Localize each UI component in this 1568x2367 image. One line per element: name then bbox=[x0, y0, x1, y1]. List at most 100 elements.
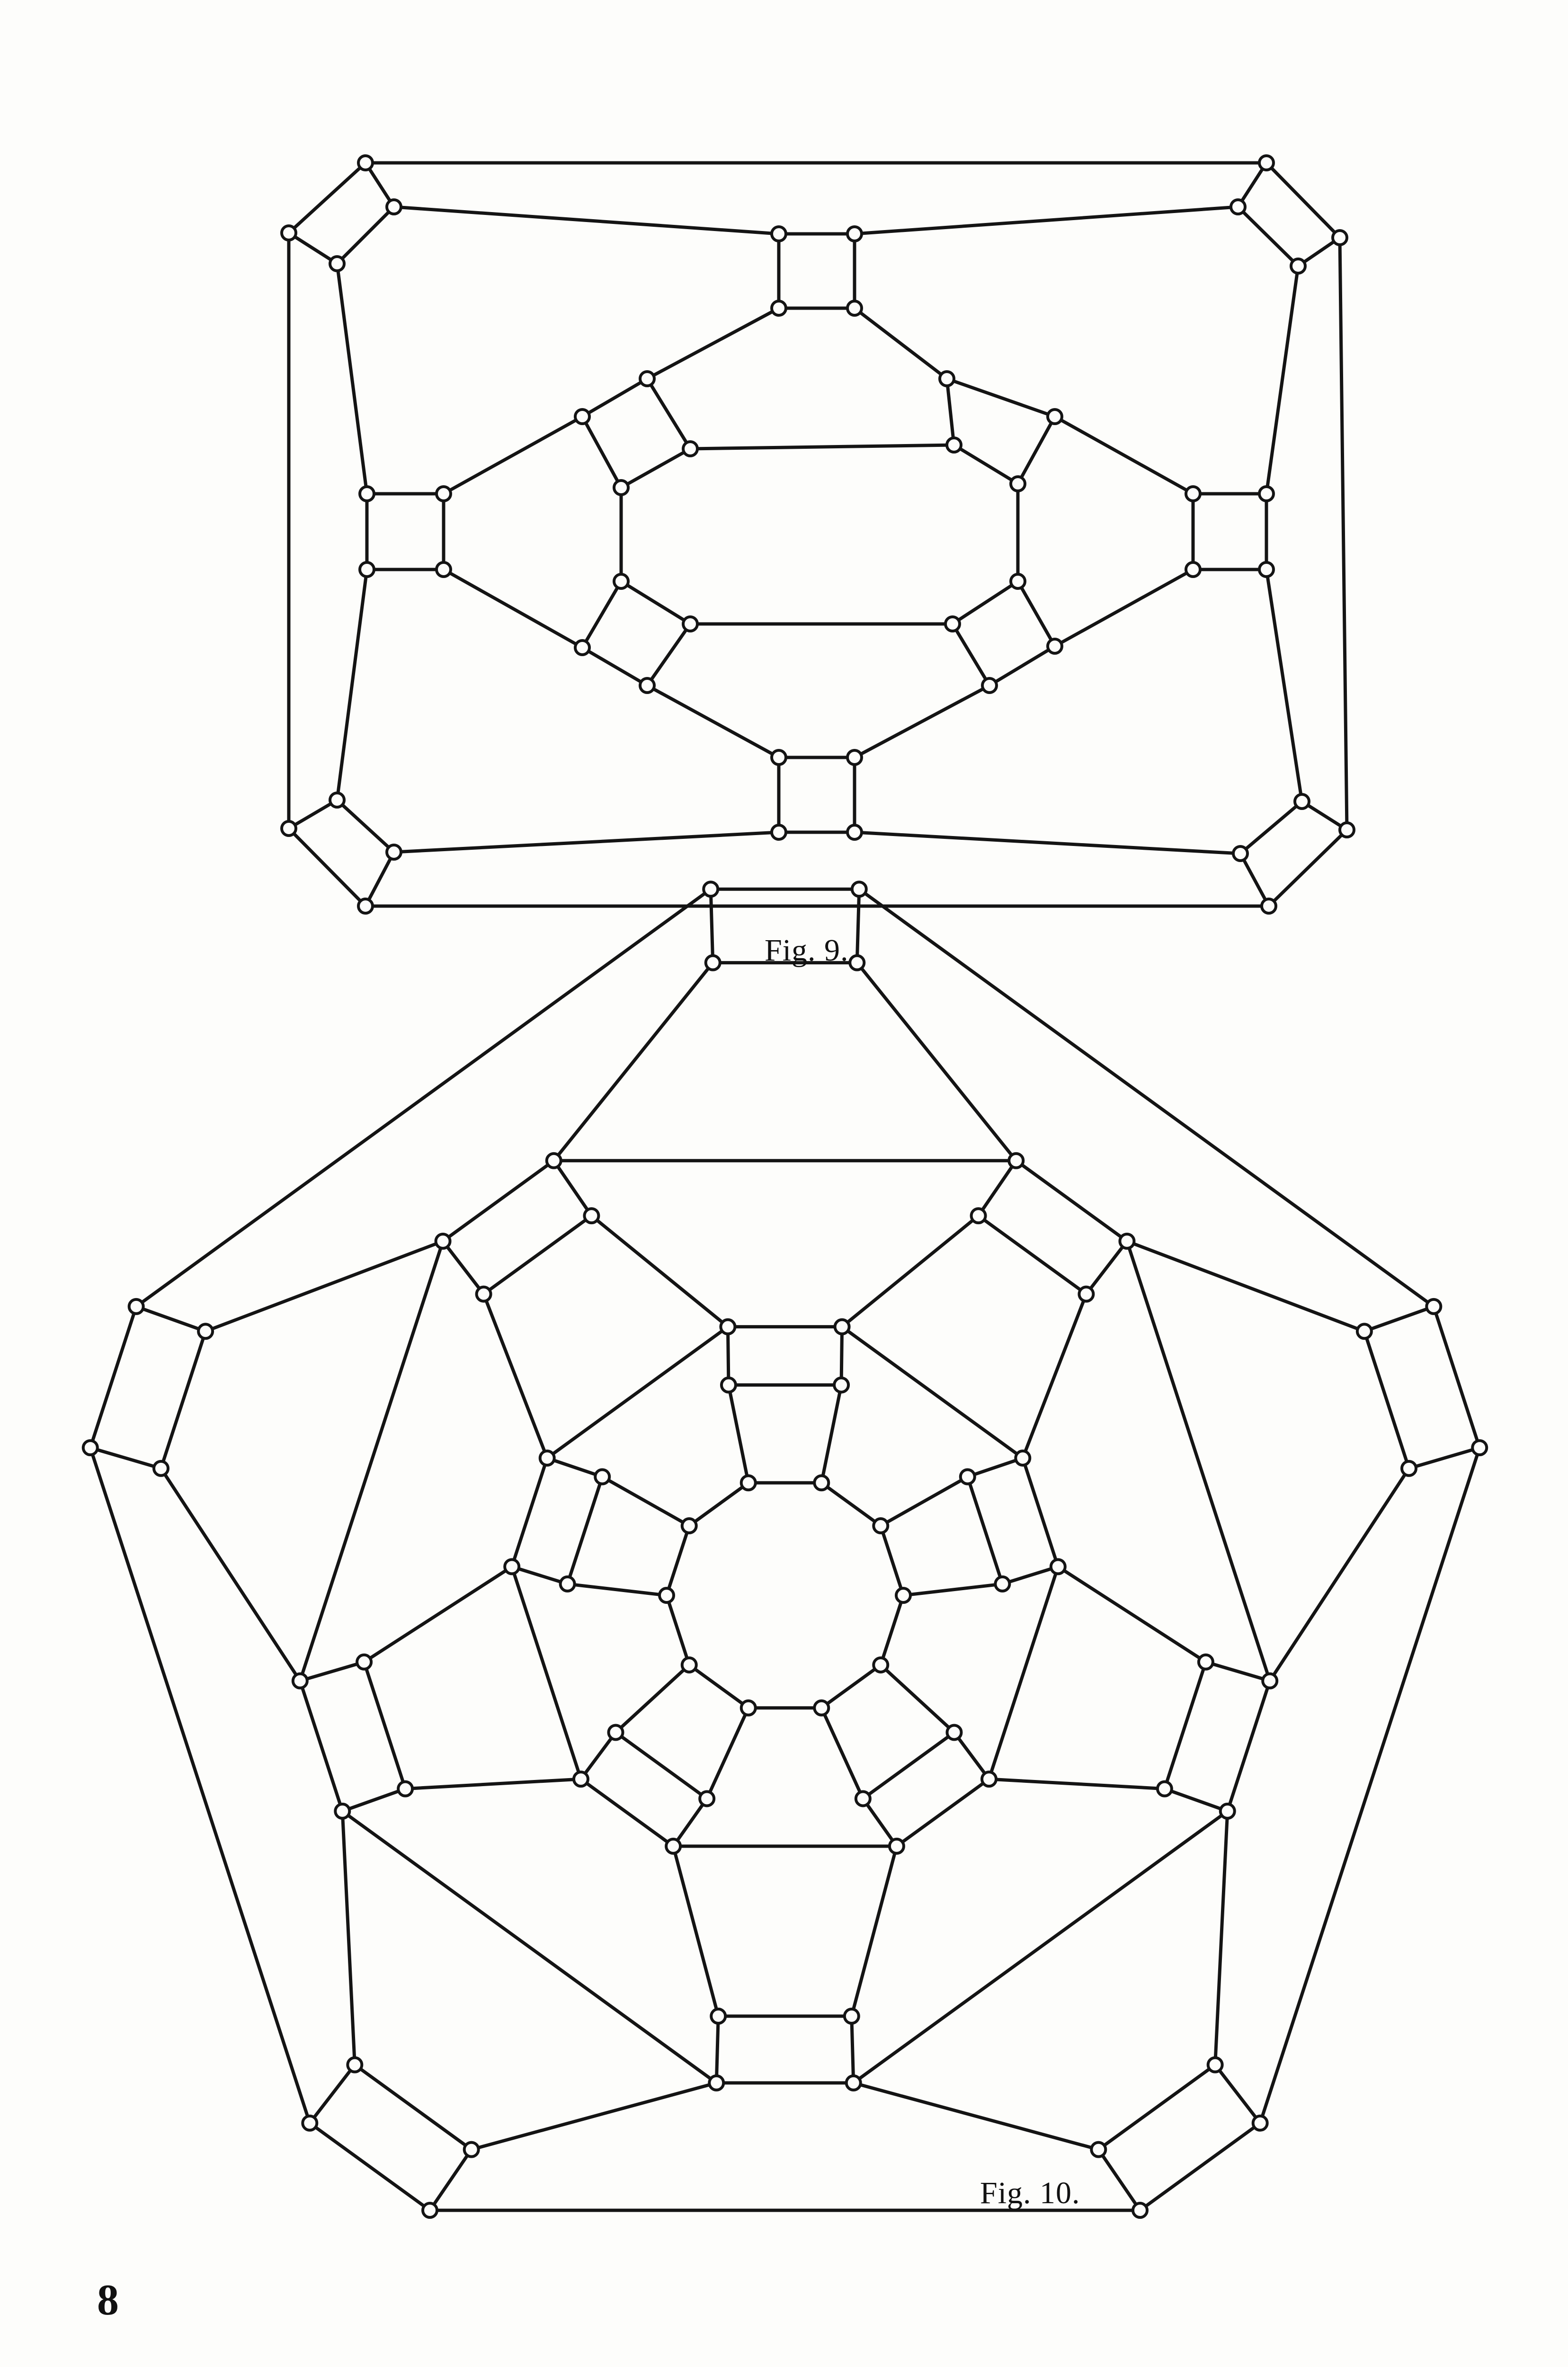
vertex bbox=[872, 1517, 890, 1535]
edge bbox=[552, 1159, 593, 1218]
edge bbox=[204, 1239, 445, 1333]
vertex bbox=[833, 1318, 851, 1335]
vertex bbox=[845, 2074, 862, 2091]
edge bbox=[287, 231, 339, 266]
edge bbox=[579, 1730, 618, 1781]
vertex bbox=[833, 1376, 850, 1394]
edge bbox=[1432, 1305, 1481, 1450]
edge bbox=[298, 1679, 344, 1813]
edge bbox=[335, 798, 396, 854]
edge bbox=[287, 798, 339, 830]
vertex bbox=[613, 479, 630, 496]
vertex bbox=[1471, 1439, 1488, 1457]
edge bbox=[840, 1325, 1025, 1460]
edge bbox=[89, 1305, 138, 1450]
edge bbox=[988, 644, 1057, 687]
vertex bbox=[639, 677, 656, 694]
vertex bbox=[613, 573, 630, 590]
edge bbox=[705, 1706, 750, 1800]
vertex bbox=[574, 639, 591, 656]
edge bbox=[298, 1239, 445, 1683]
vertex bbox=[356, 1653, 373, 1671]
edge bbox=[441, 1159, 556, 1243]
vertex bbox=[346, 2056, 364, 2073]
edge bbox=[1213, 1809, 1229, 2067]
edge bbox=[1016, 415, 1057, 486]
edge bbox=[977, 1214, 1088, 1296]
edge bbox=[853, 684, 991, 759]
edge bbox=[1204, 1660, 1272, 1683]
vertex bbox=[665, 1837, 682, 1855]
vertex bbox=[197, 1323, 214, 1340]
vertex bbox=[739, 1474, 757, 1492]
vertex bbox=[594, 1468, 611, 1486]
edge bbox=[441, 1239, 486, 1296]
vertex bbox=[739, 1699, 757, 1717]
edge bbox=[340, 1809, 356, 2067]
edge bbox=[1236, 205, 1300, 268]
vertex bbox=[945, 1724, 963, 1741]
edge bbox=[353, 2063, 473, 2152]
edge bbox=[987, 1777, 1167, 1791]
edge bbox=[1238, 852, 1271, 908]
edge bbox=[951, 579, 1020, 626]
edge bbox=[879, 1475, 970, 1528]
vertex bbox=[1046, 638, 1063, 655]
vertex bbox=[1261, 1672, 1279, 1690]
edge bbox=[1238, 800, 1304, 855]
vertex bbox=[1338, 821, 1355, 838]
edge bbox=[645, 377, 692, 451]
vertex bbox=[639, 370, 656, 387]
vertex bbox=[980, 1771, 998, 1788]
edge bbox=[134, 887, 713, 1308]
edge bbox=[855, 961, 1018, 1163]
vertex bbox=[1185, 485, 1202, 502]
vertex bbox=[945, 436, 962, 454]
edge bbox=[580, 646, 649, 687]
vertex bbox=[848, 954, 866, 971]
edge bbox=[566, 1475, 604, 1586]
edge bbox=[340, 1787, 407, 1813]
edge bbox=[879, 1593, 905, 1667]
edge bbox=[861, 1730, 956, 1800]
edge bbox=[335, 568, 369, 802]
edge bbox=[820, 1383, 843, 1485]
vertex bbox=[944, 615, 961, 632]
vertex bbox=[938, 370, 955, 387]
edge bbox=[977, 1159, 1018, 1218]
vertex bbox=[970, 1207, 987, 1225]
edge bbox=[442, 415, 584, 496]
vertex bbox=[1260, 898, 1277, 915]
edge bbox=[852, 1809, 1229, 2085]
edge bbox=[861, 1797, 899, 1848]
edge bbox=[1138, 2121, 1262, 2212]
vertex bbox=[607, 1724, 624, 1741]
vertex bbox=[385, 844, 402, 861]
vertex bbox=[301, 2114, 319, 2132]
edge bbox=[1300, 800, 1349, 832]
vertex bbox=[329, 792, 346, 809]
edge bbox=[482, 1214, 593, 1296]
vertex bbox=[710, 2007, 727, 2025]
edge bbox=[901, 1582, 1004, 1597]
vertex bbox=[1156, 1780, 1173, 1797]
vertex bbox=[1258, 561, 1275, 578]
vertex bbox=[435, 561, 452, 578]
edge bbox=[308, 2121, 432, 2212]
edge bbox=[614, 1730, 709, 1800]
edge bbox=[580, 579, 623, 650]
edge bbox=[510, 1456, 549, 1568]
vertex bbox=[719, 1318, 737, 1335]
vertex bbox=[1331, 229, 1348, 246]
edge bbox=[442, 568, 584, 650]
vertex bbox=[708, 2074, 725, 2091]
edge bbox=[987, 1565, 1060, 1781]
edge bbox=[600, 1475, 691, 1528]
vertex bbox=[545, 1152, 562, 1169]
vertex bbox=[1046, 408, 1063, 425]
edge bbox=[1056, 1565, 1208, 1664]
vertex bbox=[503, 1558, 521, 1575]
edge bbox=[1338, 236, 1349, 832]
vertex bbox=[1009, 475, 1026, 492]
